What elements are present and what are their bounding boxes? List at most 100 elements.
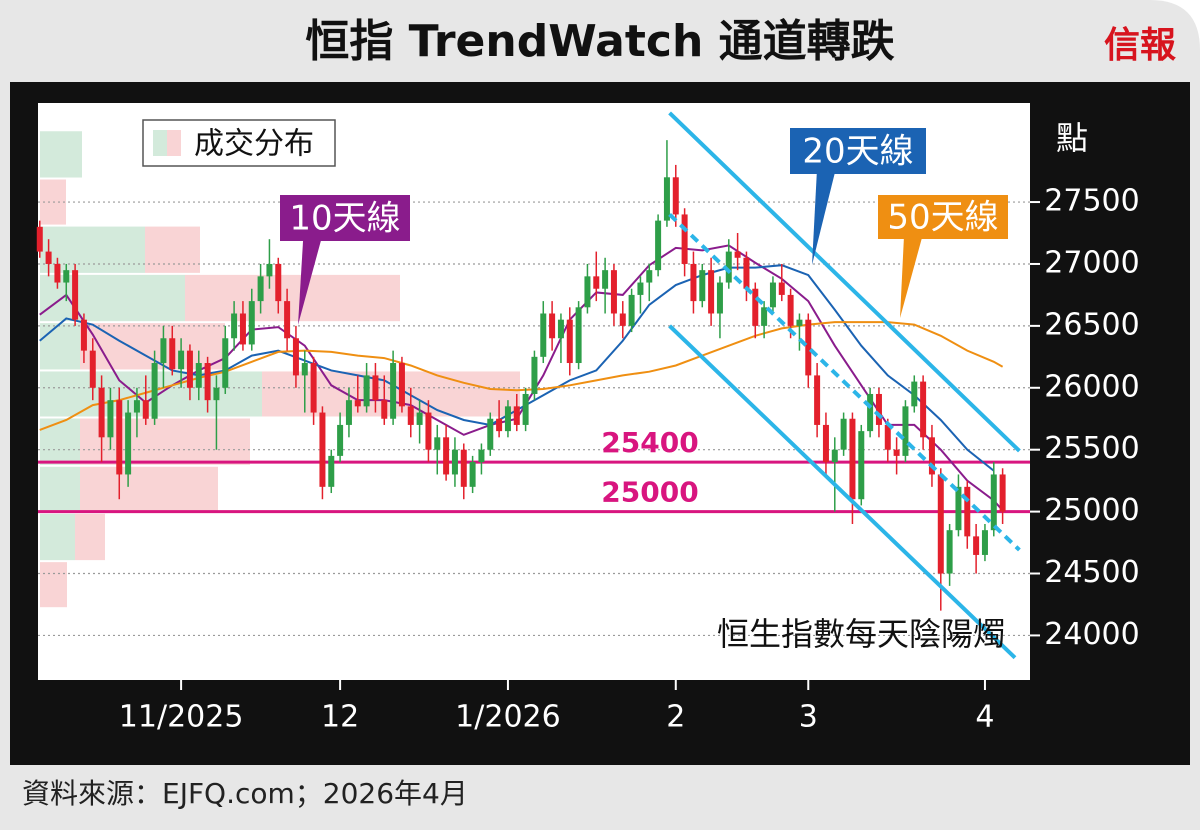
candle-body <box>275 263 282 302</box>
candle-body <box>619 313 626 326</box>
candle-body <box>45 251 52 264</box>
candle-body <box>814 375 821 425</box>
candle-body <box>875 393 882 425</box>
candle-body <box>778 282 785 295</box>
callout-box <box>280 195 410 241</box>
profile-up-bar <box>40 323 80 370</box>
candle-body <box>328 455 335 487</box>
candle-body <box>319 412 326 487</box>
legend-label: 成交分布 <box>194 127 314 162</box>
x-tick-label: 4 <box>975 700 994 735</box>
candle-body <box>478 449 485 463</box>
chart-title: 恒指 TrendWatch 通道轉跌 <box>305 16 894 67</box>
x-tick-label: 12 <box>321 700 359 735</box>
candle-body <box>637 282 644 295</box>
ma-line <box>39 244 1004 512</box>
candle-body <box>451 449 458 475</box>
candle-body <box>902 406 909 456</box>
candle-body <box>752 288 759 326</box>
candle-body <box>487 418 494 450</box>
candle-body <box>884 424 891 450</box>
y-tick-label: 25000 <box>1044 493 1139 528</box>
candle-body <box>186 350 193 388</box>
level-label: 25000 <box>601 476 698 509</box>
candle-body <box>796 319 803 326</box>
candle-body <box>354 400 361 407</box>
candle-body <box>363 375 370 407</box>
callout-pointer <box>298 240 322 325</box>
candle-body <box>239 313 246 345</box>
y-tick-label: 24500 <box>1044 555 1139 590</box>
candle-body <box>681 214 688 264</box>
candle-body <box>716 282 723 314</box>
candle-body <box>557 319 564 339</box>
candle-body <box>284 301 291 339</box>
callout-pointer <box>812 173 835 265</box>
candle-body <box>513 406 520 425</box>
callout-box <box>790 128 926 174</box>
logo: 信報 <box>1104 24 1176 66</box>
candle-body <box>125 412 132 475</box>
legend-label: 50天線 <box>887 198 998 238</box>
candle-body <box>699 270 706 302</box>
profile-up-bar <box>40 371 262 417</box>
candle-body <box>80 319 87 351</box>
channel-line <box>668 324 1017 660</box>
profile-down-bar <box>75 513 105 561</box>
source: 資料來源：EJFQ.com；2026年4月 <box>22 777 468 810</box>
candle-body <box>416 412 423 425</box>
candle-body <box>911 381 918 407</box>
x-tick-label: 3 <box>799 700 818 735</box>
profile-up-bar <box>40 131 82 178</box>
candle-body <box>769 282 776 308</box>
channel-line <box>668 212 1021 552</box>
y-unit: 點 <box>1056 119 1088 157</box>
candle-body <box>266 263 273 277</box>
candle-body <box>663 177 670 221</box>
channel-line <box>668 111 1021 453</box>
x-tick-label: 11/2025 <box>119 700 244 735</box>
candle-body <box>920 381 927 438</box>
x-tick-label: 2 <box>666 700 685 735</box>
profile-up-bar <box>40 418 80 465</box>
candle-body <box>169 338 176 370</box>
candle-body <box>893 449 900 456</box>
candle-body <box>381 400 388 419</box>
candle-body <box>566 319 573 364</box>
candle-body <box>195 363 202 388</box>
candle-body <box>734 251 741 258</box>
y-tick-label: 27000 <box>1044 245 1139 280</box>
candle-body <box>831 449 838 463</box>
candle-body <box>178 350 185 370</box>
candle-body <box>372 375 379 401</box>
candle-body <box>398 363 405 407</box>
candle-body <box>151 363 158 419</box>
callout-pointer <box>900 238 922 318</box>
candle-body <box>204 363 211 401</box>
profile-down-bar <box>40 562 67 608</box>
candle-body <box>425 412 432 450</box>
legend-swatch <box>153 130 167 156</box>
candle-body <box>434 437 441 450</box>
candle-body <box>460 449 467 487</box>
legend-swatch <box>167 130 181 156</box>
candle-body <box>964 486 971 537</box>
legend-label: 10天線 <box>289 199 400 239</box>
ma-line <box>39 321 1004 431</box>
candle-body <box>990 474 997 531</box>
profile-down-bar <box>185 274 400 322</box>
candle-body <box>761 307 768 326</box>
profile-up-bar <box>40 466 80 512</box>
candle-body <box>248 301 255 345</box>
candle-body <box>575 307 582 364</box>
y-tick-label: 25500 <box>1044 431 1139 466</box>
candle-body <box>222 338 229 388</box>
profile-down-bar <box>145 226 200 273</box>
candle-body <box>390 363 397 419</box>
candle-body <box>310 363 317 413</box>
candle-body <box>142 400 149 419</box>
candle-body <box>725 251 732 283</box>
candle-body <box>602 270 609 289</box>
